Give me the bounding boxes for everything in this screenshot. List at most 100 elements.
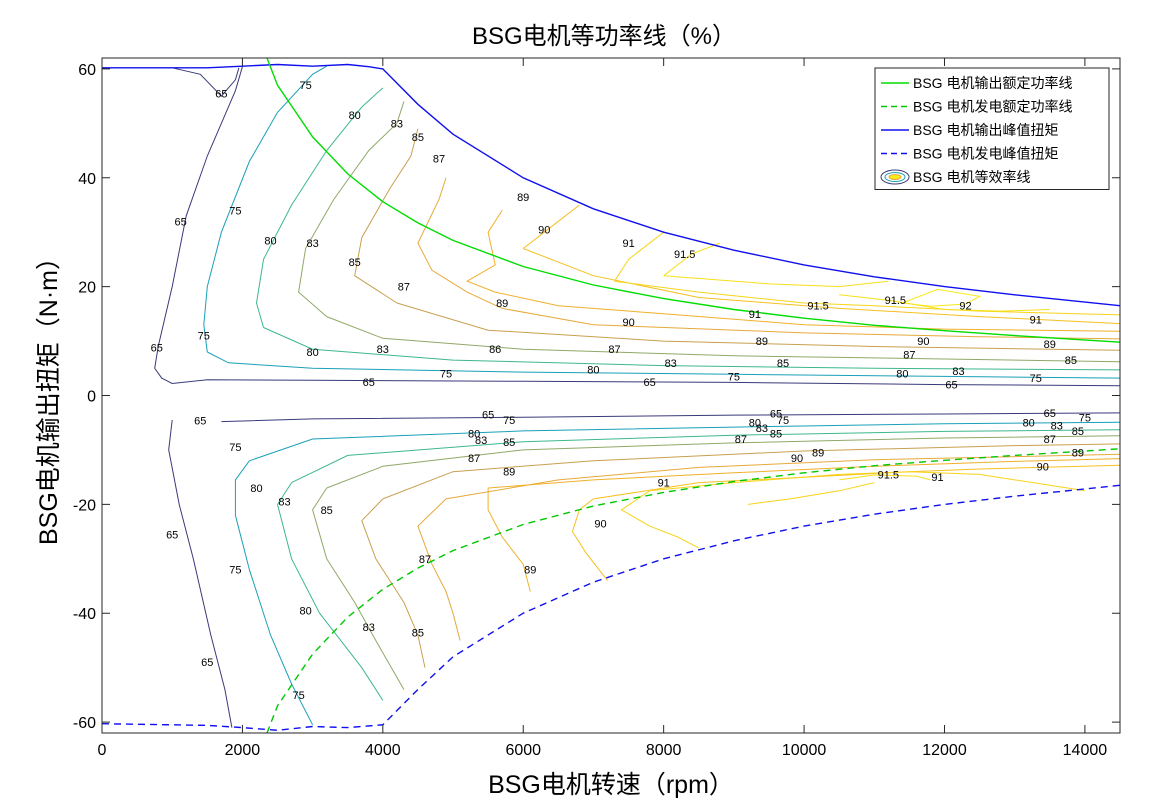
contour-line-85 (361, 498, 426, 668)
contour-label: 80 (264, 235, 276, 247)
contour-line-89 (487, 488, 531, 592)
contour-line-91 (620, 490, 700, 549)
contour-label: 87 (433, 154, 445, 166)
contour-label: 87 (608, 344, 620, 356)
contour-label: 87 (735, 434, 747, 446)
x-tick-label: 12000 (922, 742, 967, 759)
contour-label: 91.5 (885, 295, 906, 307)
contour-line-91 (614, 280, 1120, 316)
legend-label: BSG 电机等效率线 (913, 169, 1030, 185)
contour-line-90 (571, 498, 608, 581)
contour-label: 65 (151, 343, 163, 355)
contour-line-83 (326, 435, 1120, 489)
contour-label: 83 (377, 344, 389, 356)
contour-label: 75 (198, 331, 210, 343)
contour-label: 65 (770, 409, 782, 421)
contour-label: 80 (299, 606, 311, 618)
contour-label: 83 (756, 423, 768, 435)
contour-line-65 (154, 66, 243, 384)
contour-line-91.5 (663, 242, 720, 277)
series-rated-output (266, 58, 1120, 343)
x-tick-label: 2000 (225, 742, 261, 759)
contour-label: 65 (945, 380, 957, 392)
contour-line-90 (522, 204, 580, 249)
contour-label: 65 (201, 657, 213, 669)
contour-label: 91 (622, 238, 634, 250)
contour-label: 65 (1044, 408, 1056, 420)
contour-label: 89 (1072, 448, 1084, 460)
contour-label: 83 (363, 622, 375, 634)
contour-label: 65 (174, 216, 186, 228)
contour-label: 87 (398, 282, 410, 294)
contour-label: 75 (229, 565, 241, 577)
contour-line-90 (523, 248, 1120, 325)
contour-label: 65 (643, 377, 655, 389)
contour-label: 83 (306, 238, 318, 250)
contour-line-91 (649, 471, 1085, 492)
contour-label: 75 (299, 80, 311, 92)
x-tick-label: 6000 (505, 742, 541, 759)
contour-label: 80 (250, 483, 262, 495)
contour-line-91.5 (663, 275, 889, 288)
contour-label: 85 (321, 505, 333, 517)
contour-label: 80 (896, 369, 908, 381)
contour-label: 85 (1065, 355, 1077, 367)
contour-line-89 (465, 210, 503, 293)
contour-line-80 (255, 87, 384, 328)
contour-label: 75 (229, 205, 241, 217)
legend-swatch-contour (880, 169, 910, 185)
contour-label: 89 (524, 565, 536, 577)
contour-label: 85 (1072, 426, 1084, 438)
contour-line-75 (207, 351, 1120, 379)
contour-label: 85 (770, 429, 782, 441)
contour-label: 85 (349, 257, 361, 269)
legend-box (874, 67, 1110, 190)
y-tick-label: -20 (73, 497, 96, 514)
contour-label: 86 (489, 344, 501, 356)
contour-label: 83 (391, 118, 403, 130)
contour-line-80 (263, 327, 1120, 371)
contour-label: 90 (917, 336, 929, 348)
contour-label: 85 (412, 627, 424, 639)
contour-label: 91 (1030, 314, 1042, 326)
legend-label: BSG 电机发电额定功率线 (913, 99, 1072, 115)
x-tick-label: 0 (98, 742, 107, 759)
contour-line-87 (417, 498, 461, 641)
series-peak-output (102, 63, 1120, 307)
contour-line-65 (172, 379, 1120, 387)
contour-label: 91.5 (878, 469, 899, 481)
contour-line-85 (396, 302, 1120, 351)
contour-label: 87 (468, 453, 480, 465)
contour-label: 92 (959, 301, 971, 313)
contour-label: 91 (931, 472, 943, 484)
contour-label: 75 (229, 442, 241, 454)
contour-line-75 (249, 421, 1120, 462)
contour-label: 65 (215, 88, 227, 100)
contour-label: 83 (952, 366, 964, 378)
contour-label: 90 (594, 518, 606, 530)
y-tick-label: -60 (73, 715, 96, 732)
contour-line-75 (234, 460, 314, 726)
contour-label: 75 (503, 415, 515, 427)
boundary-lines (102, 58, 1120, 733)
contour-label: 91 (658, 478, 670, 490)
contour-label: 85 (777, 358, 789, 370)
contour-label: 75 (440, 369, 452, 381)
y-tick-label: 40 (78, 171, 96, 188)
contour-label: 80 (349, 110, 361, 122)
contour-label: 89 (812, 448, 824, 460)
contour-label: 65 (166, 529, 178, 541)
contour-label: 91.5 (674, 249, 695, 261)
legend-label: BSG 电机发电峰值扭矩 (913, 146, 1058, 162)
contour-label: 65 (482, 410, 494, 422)
legend-label: BSG 电机输出额定功率线 (913, 75, 1072, 91)
contour-label: 89 (1044, 339, 1056, 351)
contour-line-87 (417, 177, 503, 309)
contour-line-87 (502, 307, 1120, 340)
contour-label: 89 (756, 336, 768, 348)
contour-label: 89 (503, 467, 515, 479)
contour-line-85 (382, 443, 1120, 500)
y-tick-label: -40 (73, 606, 96, 623)
contour-label: 80 (749, 418, 761, 430)
